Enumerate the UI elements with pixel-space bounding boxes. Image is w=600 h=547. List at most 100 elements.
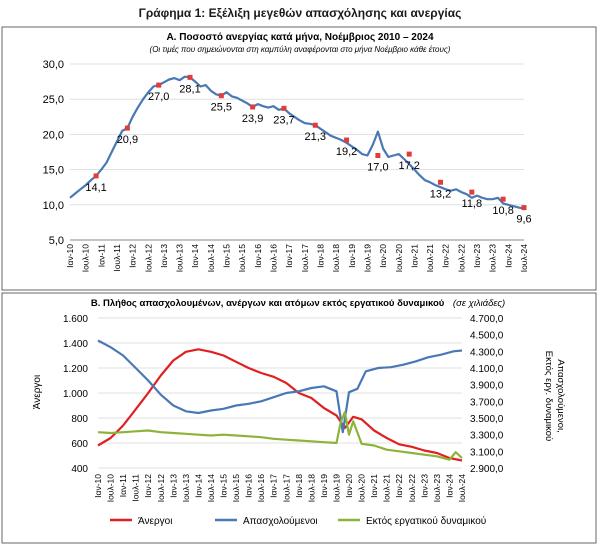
x-tick-label: Ιαν-16	[253, 244, 263, 268]
x-tick-label: Ιουλ-20	[394, 244, 404, 273]
marker-value-label: 28,1	[179, 83, 200, 95]
x-tick-label: Ιαν-22	[441, 244, 451, 268]
figure-title: Γράφημα 1: Εξέλιξη μεγεθών απασχόλησης κ…	[138, 6, 462, 20]
x-tick-label: Ιουλ-20	[357, 474, 367, 503]
x-tick-label: Ιαν-11	[96, 244, 106, 267]
chart-b-ylabel-right: Απασχολούμενοι,Εκτός εργ. δυναμικού	[543, 351, 566, 441]
chart-b-legend: Άνεργοι Απασχολούμενοι Εκτός εργατικού δυν…	[110, 515, 486, 527]
y-tick-label: 25,0	[43, 94, 64, 106]
x-tick-label: Ιουλ-22	[456, 244, 466, 273]
x-tick-label: Ιουλ-21	[425, 244, 435, 273]
november-marker	[344, 137, 350, 143]
november-marker	[312, 122, 318, 128]
x-tick-label: Ιαν-17	[269, 474, 279, 498]
x-tick-label: Ιαν-23	[419, 474, 429, 498]
x-tick-label: Ιουλ-16	[269, 244, 279, 273]
x-tick-label: Ιαν-17	[284, 244, 294, 268]
november-marker	[438, 179, 444, 185]
x-tick-label: Ιουλ-23	[432, 474, 442, 503]
x-tick-label: Ιαν-22	[394, 474, 404, 498]
marker-value-label: 27,0	[148, 91, 169, 103]
marker-value-label: 9,6	[516, 214, 531, 226]
x-tick-label: Ιουλ-15	[231, 474, 241, 503]
november-marker	[500, 196, 506, 202]
x-tick-label: Ιαν-24	[444, 474, 454, 498]
x-tick-label: Ιουλ-10	[106, 474, 116, 503]
y-right-tick-label: 2.900,0	[470, 464, 504, 475]
x-tick-label: Ιαν-11	[118, 474, 128, 497]
legend-label: Εκτός εργατικού δυναμικού	[366, 515, 486, 527]
y-left-tick-label: 1.400	[63, 339, 88, 350]
x-tick-label: Ιαν-18	[316, 244, 326, 268]
marker-value-label: 11,8	[462, 198, 483, 210]
x-tick-label: Ιαν-24	[503, 244, 513, 268]
y-tick-label: 15,0	[43, 165, 64, 177]
x-tick-label: Ιαν-20	[344, 474, 354, 498]
marker-value-label: 21,3	[305, 131, 326, 143]
x-tick-label: Ιουλ-24	[457, 474, 467, 503]
x-tick-label: Ιαν-13	[159, 244, 169, 268]
x-tick-label: Ιουλ-17	[281, 474, 291, 503]
ylabel-right-line: Εκτός εργ. δυναμικού	[543, 351, 554, 441]
chart-a-gridlines	[70, 63, 524, 241]
chart-a-x-axis: Ιαν-10 Ιουλ-10 Ιαν-11 Ιουλ-11 Ιαν-12 Ιουλ-12 Ι…	[65, 244, 529, 273]
marker-value-label: 19,2	[336, 146, 357, 158]
chart-b-title-main: Β. Πλήθος απασχολουμένων, ανέργων και ατ…	[91, 298, 445, 309]
y-tick-label: 5,0	[49, 235, 64, 247]
november-marker	[156, 82, 162, 88]
y-right-tick-label: 3.500,0	[470, 414, 504, 425]
y-right-tick-label: 3.100,0	[470, 447, 504, 458]
x-tick-label: Ιαν-14	[190, 244, 200, 268]
y-right-tick-label: 3.300,0	[470, 431, 504, 442]
x-tick-label: Ιαν-21	[369, 474, 379, 498]
y-left-tick-label: 1.600	[63, 314, 88, 325]
x-tick-label: Ιαν-21	[409, 244, 419, 268]
november-marker	[281, 105, 287, 111]
x-tick-label: Ιαν-15	[222, 244, 232, 268]
chart-a-unemployment-rate: Α. Ποσοστό ανεργίας κατά μήνα, Νοέμβριος…	[1, 26, 597, 291]
y-right-tick-label: 4.100,0	[470, 364, 504, 375]
x-tick-label: Ιαν-16	[244, 474, 254, 498]
x-tick-label: Ιαν-10	[93, 474, 103, 498]
x-tick-label: Ιαν-20	[378, 244, 388, 268]
x-tick-label: Ιουλ-24	[519, 244, 529, 273]
y-right-tick-label: 4.700,0	[470, 314, 504, 325]
marker-value-label: 25,5	[211, 102, 232, 114]
x-tick-label: Ιαν-14	[193, 474, 203, 498]
x-tick-label: Ιουλ-11	[131, 474, 141, 502]
chart-a-subtitle: (Οι τιμές που σημειώνονται στη καμπύλη α…	[150, 45, 451, 54]
x-tick-label: Ιαν-15	[219, 474, 229, 498]
series-line	[97, 411, 463, 461]
x-tick-label: Ιουλ-22	[407, 474, 417, 503]
y-right-tick-label: 3.700,0	[470, 397, 504, 408]
chart-b-right-axis: 2.900,0 3.100,0 3.300,0 3.500,0 3.700,0 3.900…	[470, 314, 504, 475]
november-marker	[218, 93, 224, 99]
x-tick-label: Ιουλ-12	[143, 244, 153, 273]
x-tick-label: Ιουλ-23	[488, 244, 498, 273]
chart-b-title-note: (σε χιλιάδες)	[453, 298, 505, 309]
chart-b-ylabel-left: Άνεργοι	[32, 375, 43, 409]
november-marker	[124, 125, 130, 131]
x-tick-label: Ιαν-19	[347, 244, 357, 268]
y-left-tick-label: 1.200	[63, 364, 88, 375]
chart-a-series	[69, 75, 525, 210]
november-marker	[250, 104, 256, 110]
x-tick-label: Ιουλ-11	[112, 244, 122, 272]
x-tick-label: Ιουλ-17	[300, 244, 310, 273]
x-tick-label: Ιουλ-19	[362, 244, 372, 273]
x-tick-label: Ιουλ-13	[181, 474, 191, 503]
november-marker	[469, 189, 475, 195]
x-tick-label: Ιουλ-14	[206, 244, 216, 273]
x-tick-label: Ιουλ-14	[206, 474, 216, 503]
chart-b-frame	[1, 292, 597, 544]
y-tick-label: 30,0	[43, 59, 64, 71]
chart-a-title: Α. Ποσοστό ανεργίας κατά μήνα, Νοέμβριος…	[166, 32, 434, 43]
marker-value-label: 20,9	[117, 134, 138, 146]
november-marker	[406, 151, 412, 157]
x-tick-label: Ιαν-12	[143, 474, 153, 498]
marker-value-label: 23,7	[273, 114, 294, 126]
november-marker	[521, 205, 527, 211]
ylabel-right-line: Απασχολούμενοι,	[555, 359, 566, 433]
marker-value-label: 13,2	[430, 188, 451, 200]
